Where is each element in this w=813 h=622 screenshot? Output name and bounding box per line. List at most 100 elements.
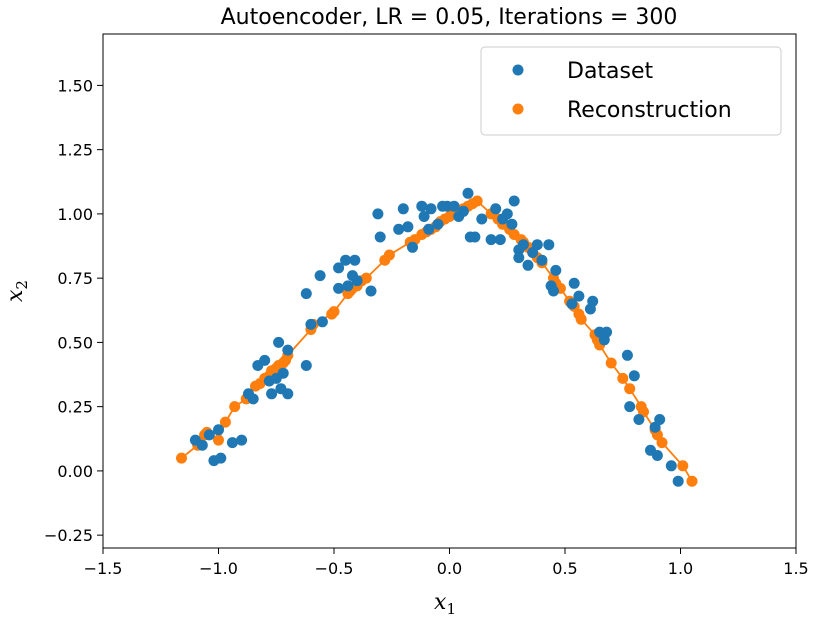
dataset-point [372,208,384,220]
dataset-point [550,264,562,276]
reconstruction-point [677,460,689,472]
dataset-point [215,452,227,464]
dataset-point [374,231,386,243]
y-axis-label: x2 [3,280,31,302]
reconstruction-point [575,313,587,325]
reconstruction-point [605,357,617,369]
dataset-points [189,187,684,487]
dataset-point [536,254,548,266]
dataset-point [402,221,414,233]
dataset-point [654,414,666,425]
dataset-point [522,259,534,271]
dataset-point [203,429,215,441]
dataset-point [300,360,312,371]
dataset-point [423,223,435,235]
reconstruction-point [624,383,636,395]
legend-marker-dataset [512,64,524,76]
reconstruction-point [229,401,241,413]
dataset-point [340,254,352,266]
dataset-point [587,295,599,307]
x-axis-label: x1 [434,590,456,618]
dataset-point [407,241,418,253]
dataset-point [425,203,437,215]
reconstruction-point [176,452,187,464]
dataset-point [624,401,636,413]
dataset-point [476,213,488,225]
legend-marker-reconstruction [512,103,524,115]
x-tick-label: 1.0 [668,559,693,578]
reconstruction-point [383,249,395,261]
reconstruction-point [360,272,372,284]
dataset-point [568,277,580,289]
dataset-point [508,195,520,207]
dataset-point [448,200,460,212]
dataset-point [651,450,663,461]
dataset-point [418,211,430,222]
dataset-point [416,200,428,212]
reconstruction-point [471,195,483,207]
y-tick-label: 1.50 [57,76,93,95]
dataset-point [432,218,444,230]
x-tick-label: 0.5 [552,559,577,578]
chart-title: Autoencoder, LR = 0.05, Iterations = 300 [221,5,678,30]
reconstruction-point [617,372,629,384]
reconstruction-point [213,434,224,446]
reconstruction-point [328,306,340,318]
x-tick-label: −1.0 [199,559,238,578]
dataset-point [469,231,481,243]
x-axis-ticks: −1.5 −1.0 −0.5 0.0 0.5 1.0 1.5 [84,548,809,578]
dataset-point [365,285,377,297]
dataset-point [266,388,278,400]
dataset-point [628,370,640,382]
dataset-point [236,434,248,446]
dataset-point [543,239,555,251]
dataset-point [196,439,208,451]
y-axis-label-group: x2 [3,280,31,302]
dataset-point [462,187,474,199]
dataset-point [672,475,684,487]
y-tick-label: 0.00 [57,462,93,481]
legend-box [480,46,782,136]
dataset-point [282,344,294,356]
dataset-point [342,280,354,292]
dataset-point [247,393,259,405]
dataset-point [333,282,345,294]
dataset-point [305,318,317,330]
y-tick-label: 0.75 [57,269,93,288]
x-tick-label: 1.5 [783,559,808,578]
dataset-point [226,437,238,449]
dataset-point [517,239,529,251]
dataset-point [633,414,645,425]
dataset-point [513,252,525,264]
dataset-point [665,460,677,472]
x-tick-label: 0.0 [437,559,462,578]
y-tick-label: 1.00 [57,205,93,224]
dataset-point [349,254,361,266]
dataset-point [490,203,502,215]
legend-label-reconstruction: Reconstruction [567,98,732,123]
dataset-point [316,316,328,328]
dataset-point [485,234,497,246]
dataset-point [314,270,326,282]
dataset-point [213,424,224,436]
x-axis-label-subscript: 1 [446,600,456,618]
dataset-point [573,290,585,302]
dataset-point [601,326,613,338]
dataset-point [457,205,469,217]
y-axis-ticks: −0.25 0.00 0.25 0.50 0.75 1.00 1.25 1.50 [44,76,103,545]
dataset-point [300,288,312,300]
y-tick-label: 0.50 [57,333,93,352]
y-tick-label: −0.25 [44,526,93,545]
dataset-point [531,239,543,251]
x-axis-label-main: x [434,590,447,615]
dataset-point [566,298,578,310]
x-tick-label: −0.5 [315,559,354,578]
dataset-point [397,203,409,215]
dataset-point [259,354,271,366]
dataset-point [277,367,289,379]
y-axis-label-subscript: 2 [13,280,31,290]
reconstruction-point [686,475,698,487]
dataset-point [351,275,363,287]
y-tick-label: 0.25 [57,398,93,417]
